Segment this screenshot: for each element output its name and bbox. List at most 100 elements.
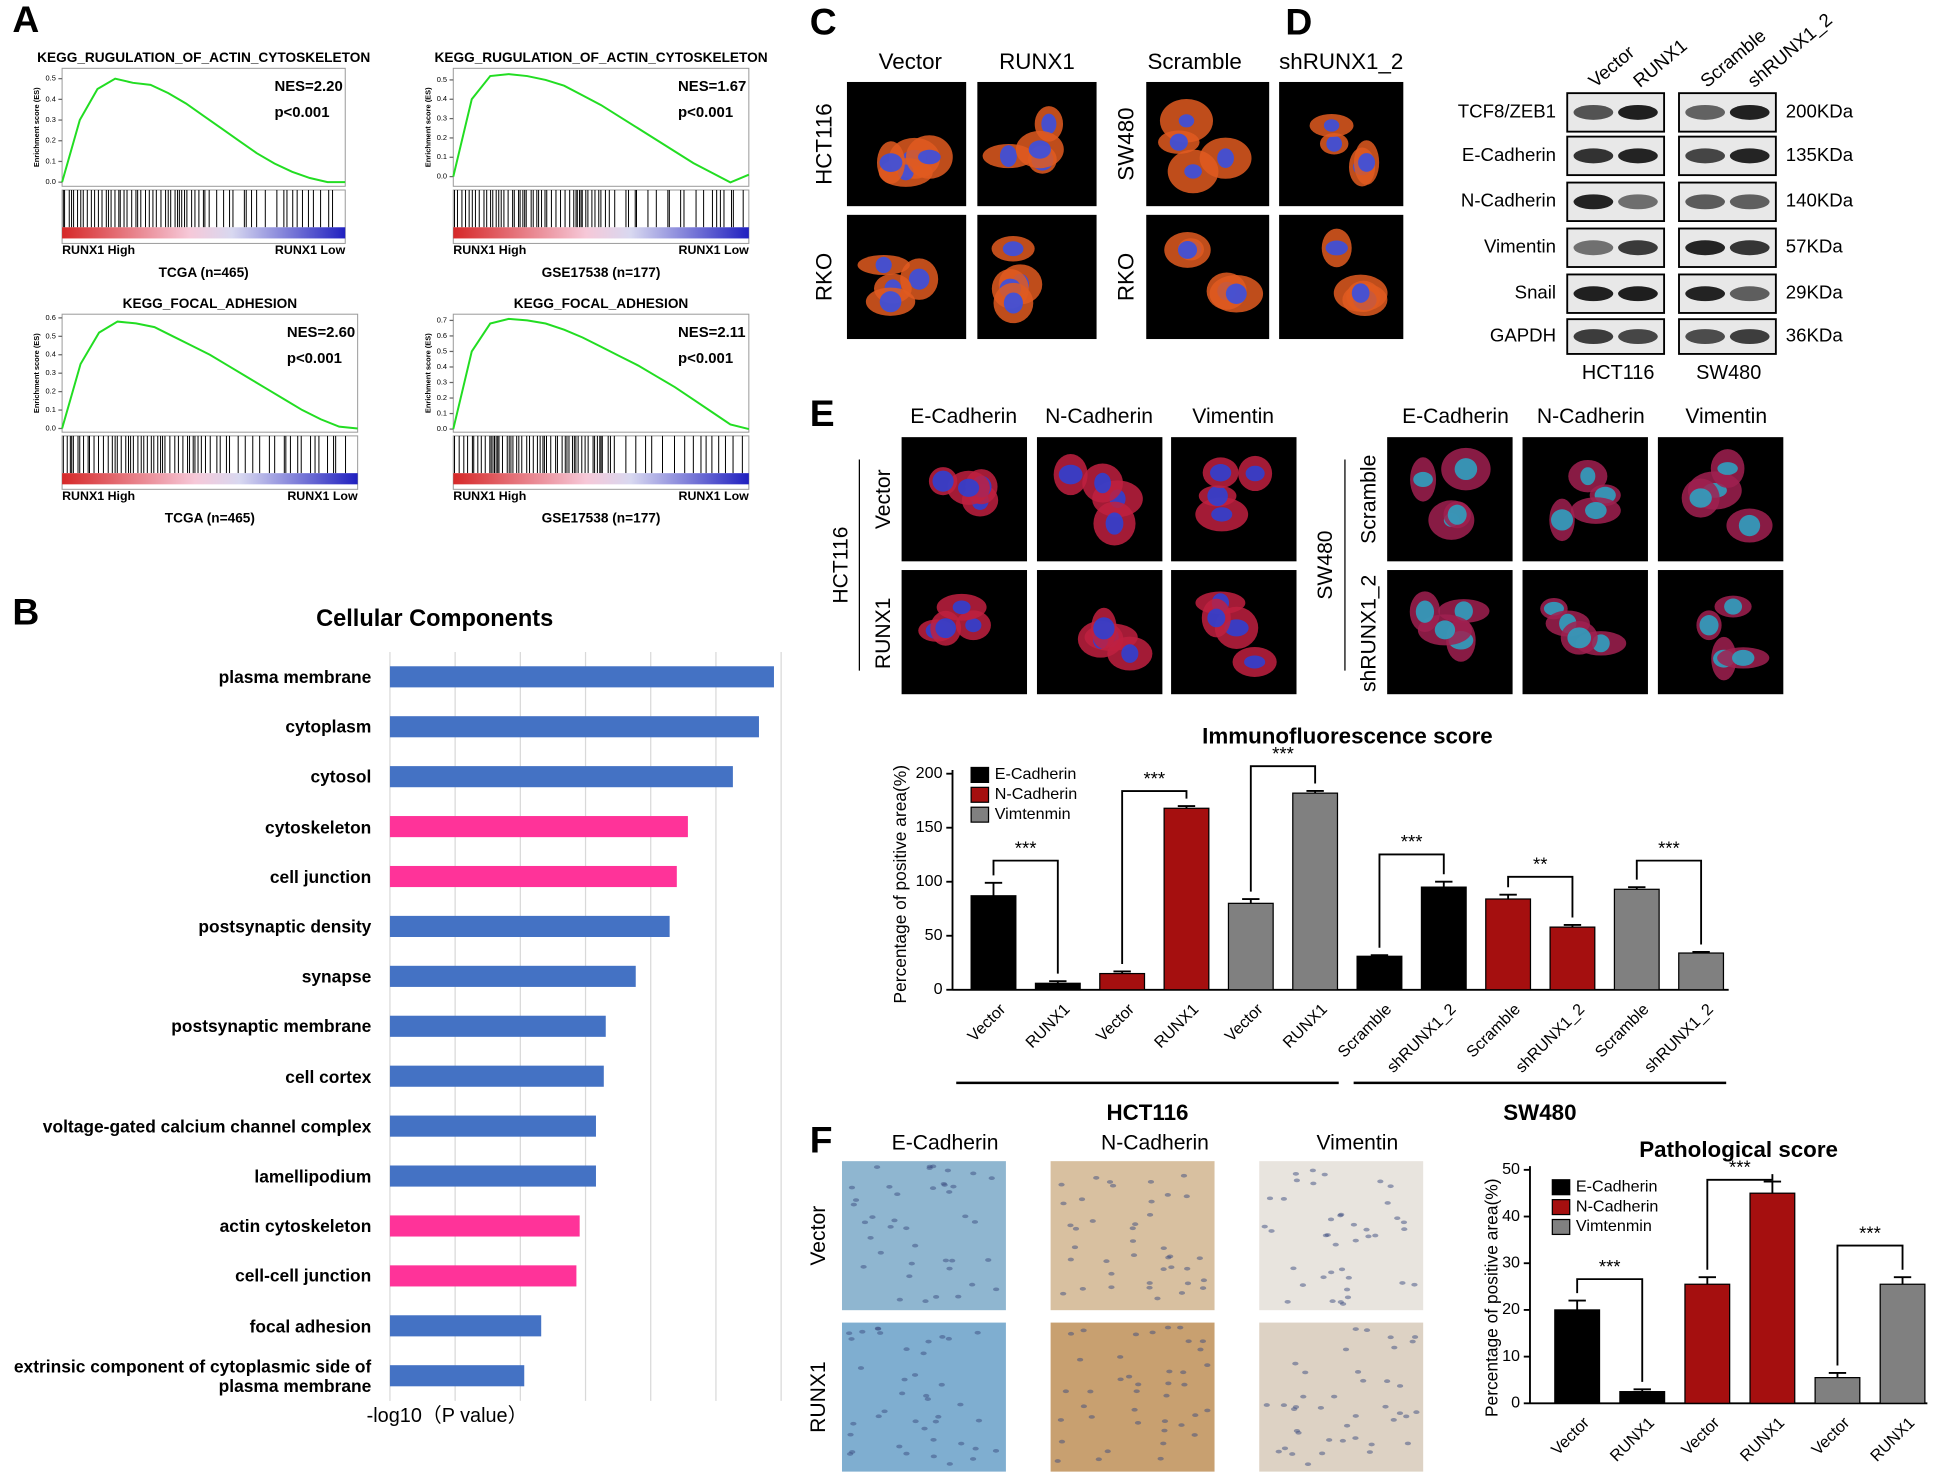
nucleus [1342, 1347, 1350, 1352]
nucleus [1080, 1328, 1087, 1333]
size-label: 135KDa [1786, 144, 1854, 165]
nucleus [1345, 1275, 1352, 1280]
nucleus [1337, 1300, 1344, 1304]
y-axis-label: Percentage of positive area(%) [1481, 1178, 1501, 1417]
y-tick-label: 0.1 [437, 152, 447, 161]
nucleus [1164, 1193, 1171, 1197]
nucleus [1178, 114, 1195, 128]
bar [389, 1165, 596, 1187]
nucleus [1699, 615, 1719, 636]
nucleus [1093, 617, 1115, 640]
panel-letter: D [1285, 1, 1312, 43]
nucleus [1180, 1173, 1188, 1178]
nucleus [1358, 153, 1376, 172]
column-label: Vector [879, 49, 943, 74]
nucleus [935, 1414, 942, 1419]
chart-title: KEGG_FOCAL_ADHESION [514, 296, 689, 311]
annotation: p<0.001 [274, 105, 329, 121]
error-bar [1628, 886, 1646, 890]
nucleus [1261, 1224, 1268, 1229]
nucleus [1384, 1201, 1391, 1205]
band [1618, 194, 1658, 210]
error-bar [1113, 970, 1131, 974]
band [1685, 104, 1726, 120]
nucleus [1105, 512, 1124, 535]
nucleus [1192, 1413, 1199, 1418]
protein-label: Vimentin [1484, 236, 1556, 257]
nucleus [1199, 1339, 1206, 1344]
nucleus [1078, 1197, 1086, 1202]
nucleus [1409, 1339, 1416, 1344]
rank-gradient [453, 473, 749, 485]
y-tick-label: 0.0 [437, 172, 447, 181]
column-label: Vimentin [1316, 1131, 1398, 1154]
nucleus [873, 1165, 881, 1169]
nucleus [1160, 1246, 1167, 1251]
band [1685, 329, 1726, 345]
bar [1099, 972, 1146, 991]
nucleus [1178, 1423, 1185, 1427]
significance: *** [1401, 831, 1423, 852]
nucleus [1132, 1332, 1140, 1337]
nucleus [930, 1454, 937, 1459]
nucleus [1067, 1331, 1075, 1336]
y-axis-label: Enrichment score (ES) [32, 87, 41, 167]
nucleus [946, 1462, 953, 1466]
y-tick-label: extrinsic component of cytoplasmic side … [13, 1355, 372, 1396]
nucleus [1290, 1266, 1297, 1271]
nucleus [1329, 1299, 1336, 1304]
nucleus [1360, 1378, 1367, 1383]
y-tick-label: 20 [1502, 1300, 1520, 1318]
band [1618, 240, 1658, 256]
nucleus [1343, 1423, 1351, 1428]
y-tick-label: 0.3 [46, 115, 56, 124]
nucleus [1058, 464, 1083, 485]
bracket [1576, 1278, 1644, 1382]
size-label: 36KDa [1786, 324, 1844, 345]
column-label: Vector [1584, 41, 1638, 91]
chart-title: Cellular Components [316, 605, 553, 631]
nucleus [1292, 1405, 1300, 1409]
nucleus [1724, 598, 1743, 615]
bar [970, 895, 1017, 991]
y-tick-label: 30 [1502, 1253, 1520, 1271]
nucleus [894, 1192, 901, 1197]
nucleus [1161, 1419, 1169, 1424]
nucleus [1284, 1299, 1291, 1304]
band [1573, 194, 1614, 210]
nucleus [908, 1261, 915, 1266]
x-label: RUNX1 Low [679, 489, 750, 503]
rank-gradient [453, 227, 749, 239]
nucleus [1093, 1175, 1100, 1180]
nucleus [1217, 148, 1234, 168]
nucleus [974, 1330, 981, 1335]
nucleus [1125, 1374, 1133, 1379]
significance: *** [1143, 768, 1165, 789]
band [1729, 194, 1770, 210]
nucleus [992, 1448, 1000, 1453]
nucleus [1377, 1179, 1384, 1184]
nucleus [1121, 644, 1139, 663]
error-bar [1177, 805, 1196, 809]
y-tick-label: 0 [1511, 1394, 1520, 1412]
protein-label: Snail [1515, 282, 1556, 303]
nucleus [1109, 1183, 1117, 1188]
nucleus [1165, 1381, 1172, 1386]
x-axis-label: TCGA (n=465) [165, 511, 255, 526]
legend-label: E-Cadherin [1576, 1177, 1658, 1195]
group-label: SW480 [1503, 1100, 1576, 1125]
nucleus [970, 1171, 977, 1176]
x-label: RUNX1 Low [275, 243, 346, 257]
nucleus [1132, 1222, 1139, 1227]
nucleus [1129, 1226, 1136, 1231]
significance: ** [1533, 854, 1547, 875]
bar [1227, 902, 1274, 991]
nucleus [1167, 1254, 1174, 1259]
y-tick-label: voltage-gated calcium channel complex [42, 1116, 372, 1137]
nucleus [1343, 1287, 1351, 1292]
error-bar [1633, 1388, 1651, 1392]
x-tick-label: Vector [1548, 1413, 1593, 1458]
nucleus [860, 1264, 867, 1269]
bar [389, 716, 759, 738]
nucleus [1404, 1441, 1412, 1446]
